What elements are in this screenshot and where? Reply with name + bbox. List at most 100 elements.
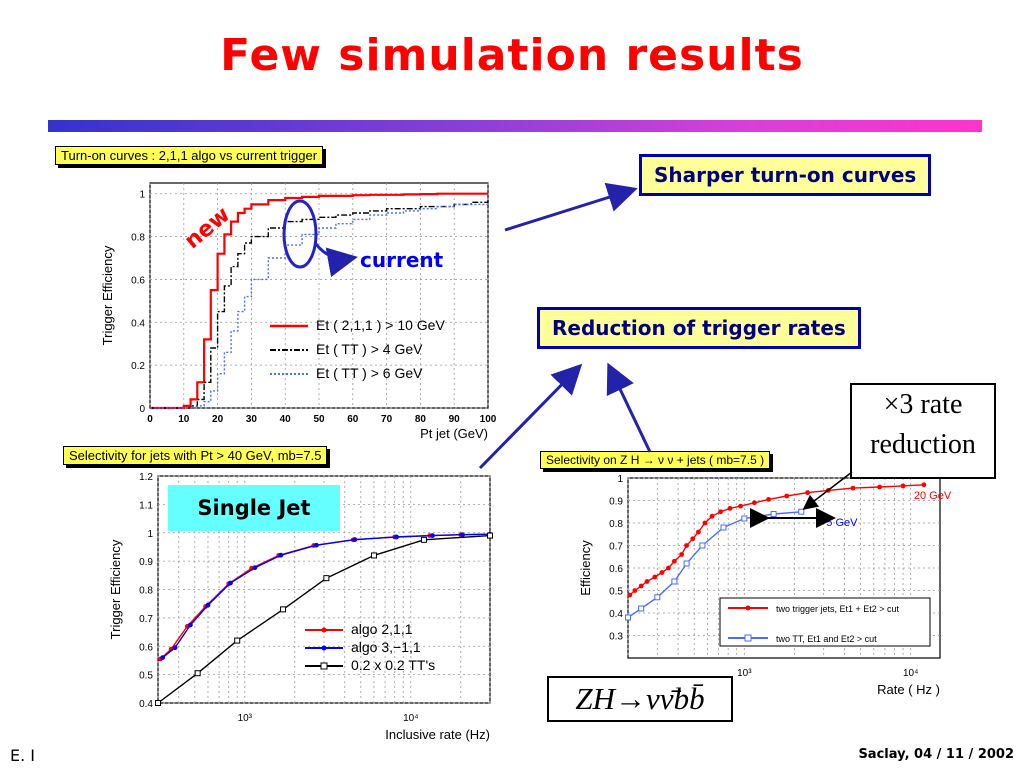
x-tick-label: 10⁴ [403,713,418,724]
data-point [690,536,696,542]
y-tick-label: 0.9 [139,557,153,568]
data-point [430,533,435,538]
data-point [679,552,685,557]
plot-frame [149,182,489,409]
chart1-title: Turn-on curves : 2,1,1 algo vs current t… [55,146,324,165]
data-point [252,565,258,571]
series-line [150,202,489,409]
legend-marker [321,645,327,651]
x-tick-label: 40 [280,414,292,425]
data-point [155,700,161,706]
legend-marker [745,605,751,611]
legend-label: algo 2,1,1 [351,621,413,637]
y-tick-label: 0.5 [609,587,623,598]
data-point [487,532,493,539]
sharper-turn-on-callout: Sharper turn-on curves [639,154,932,196]
y-tick-label: 0.4 [139,699,153,710]
y-tick-label: 1.1 [139,500,153,511]
data-point [699,542,706,549]
x-tick-label: 10³ [737,668,752,679]
data-point [632,588,638,593]
data-point [684,543,690,548]
arrow-to-sharper [504,182,638,232]
data-point [280,606,287,613]
data-point [652,574,658,580]
data-point [709,513,715,519]
x-tick-label: 80 [415,414,427,425]
data-point [720,524,727,531]
data-point [172,645,178,651]
data-point [877,484,882,490]
annotation-20gev: 20 GeV [914,490,952,502]
y-tick-label: 0.3 [609,632,623,643]
data-point [766,496,772,502]
data-point [741,515,748,522]
data-point [234,637,241,644]
data-point [659,570,665,575]
data-point [323,575,330,582]
data-point [394,534,399,540]
data-point [798,508,805,515]
data-point [194,670,201,677]
data-point [752,500,757,506]
data-point [770,511,777,517]
chart3-title: Selectivity on Z H → ν ν + jets ( mb=7.5… [540,451,771,469]
legend-marker [320,662,328,670]
y-tick-label: 0.2 [131,361,145,372]
zh-selectivity-chart: 0.3 0.4 0.5 0.6 0.7 0.8 0.9 1 10³ 10⁴ Rate ( Hz ) E… [580,474,952,697]
y-axis-label: Trigger Efficiency [108,539,123,639]
rate-line-2: reduction [870,429,976,460]
legend-label: 0.2 x 0.2 TT's [351,657,435,673]
footer-left: E. I [10,746,35,765]
series-line [157,534,491,704]
arrow-to-reduction-right [606,362,652,453]
x-tick-label: 30 [246,414,258,425]
data-point [314,542,319,548]
rate-line-1: ×3 rate [883,389,963,420]
data-point [727,505,733,511]
y-tick-label: 0.8 [131,233,145,244]
data-point [671,558,677,564]
single-jet-label: Single Jet [168,485,340,531]
y-tick-label: 0.9 [609,497,623,508]
y-tick-label: 0.7 [139,614,153,625]
data-point [683,560,690,567]
data-point [644,579,650,584]
y-axis-label: Efficiency [580,540,593,596]
data-point [205,602,211,608]
y-tick-label: 1 [147,529,153,540]
y-tick-label: 0.4 [131,318,145,329]
data-point [638,605,645,612]
x-tick-label: 10⁴ [903,668,918,679]
data-point [738,503,743,509]
y-tick-label: 0.8 [609,519,623,530]
x-axis-label: Rate ( Hz ) [877,682,940,697]
data-point [638,583,644,589]
legend-label: two trigger jets, Et1 + Et2 > cut [776,604,900,614]
data-point [718,509,723,515]
y-tick-label: 0.6 [131,275,145,286]
data-point [187,622,193,628]
data-point [921,482,927,488]
data-point [666,565,671,571]
data-point [900,483,906,489]
x-tick-label: 20 [212,414,224,425]
y-tick-label: 1 [617,474,623,485]
y-tick-label: 0.6 [609,564,623,575]
x-axis-label: Pt jet (GeV) [420,426,488,441]
chart2-title: Selectivity for jets with Pt > 40 GeV, m… [63,446,328,465]
x-tick-label: 10³ [238,713,253,724]
y-tick-label: 0 [139,404,145,415]
x-tick-label: 70 [381,414,393,425]
legend-label: algo 3,−1,1 [351,639,421,655]
data-point [850,485,856,491]
data-point [825,487,831,493]
y-tick-label: 0.4 [609,609,623,620]
data-point [460,532,465,538]
legend-label: two TT, Et1 and Et2 > cut [776,634,877,644]
data-point [228,580,233,586]
data-point [278,552,284,558]
y-tick-label: 0.8 [139,586,153,597]
x-tick-label: 60 [347,414,359,425]
